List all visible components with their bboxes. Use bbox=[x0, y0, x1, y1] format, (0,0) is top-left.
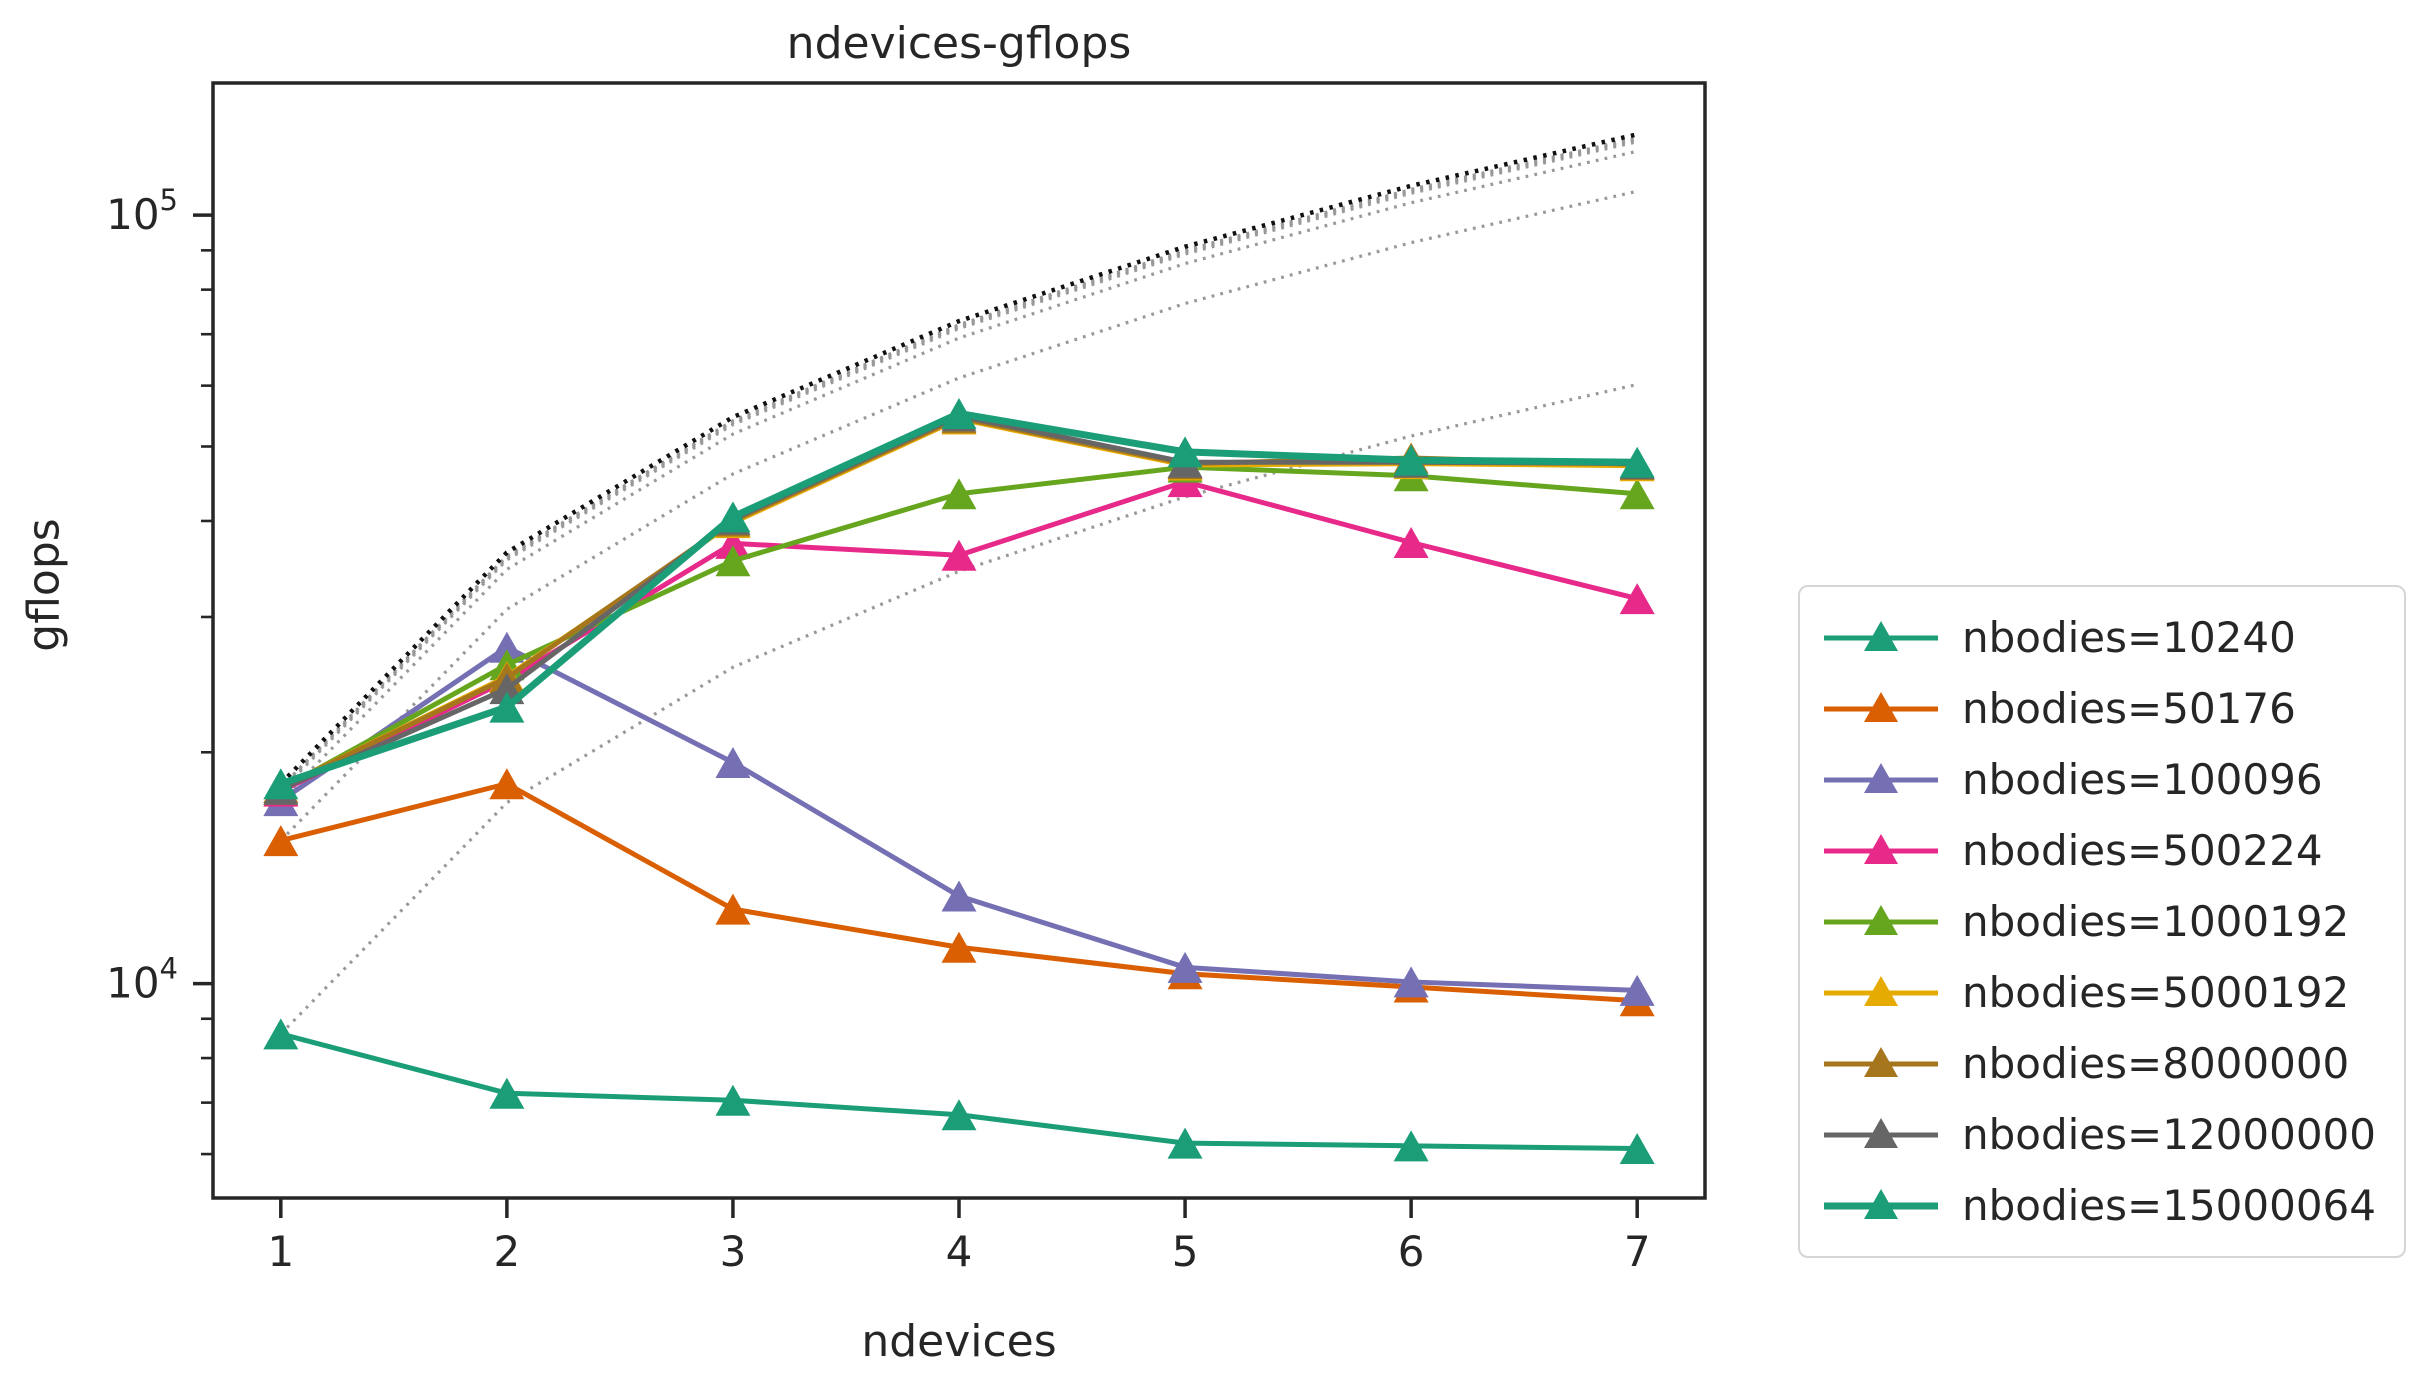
data-point-nbodies-1000192-x4 bbox=[941, 478, 977, 510]
legend-entry-nbodies-8000000: nbodies=8000000 bbox=[1822, 1028, 2404, 1099]
data-point-nbodies-100096-x3 bbox=[715, 746, 751, 778]
legend-label: nbodies=500224 bbox=[1962, 826, 2323, 875]
data-point-nbodies-10240-x3 bbox=[715, 1084, 751, 1116]
legend-entry-nbodies-500224: nbodies=500224 bbox=[1822, 815, 2404, 886]
legend-label: nbodies=10240 bbox=[1962, 613, 2296, 662]
legend-entry-nbodies-12000000: nbodies=12000000 bbox=[1822, 1099, 2404, 1170]
data-point-nbodies-500224-x6 bbox=[1393, 527, 1429, 559]
series-line-nbodies-5000192 bbox=[279, 416, 1638, 790]
data-point-nbodies-100096-x4 bbox=[941, 880, 977, 912]
x-tick-label-2: 2 bbox=[494, 1227, 521, 1276]
ideal-scaling-line-8 bbox=[279, 132, 1638, 786]
legend-marker-icon bbox=[1824, 904, 1938, 935]
data-point-nbodies-15000064-x5 bbox=[1167, 436, 1203, 468]
legend-marker-icon bbox=[1824, 620, 1938, 651]
x-tick-label-3: 3 bbox=[720, 1227, 747, 1276]
y-tick-label-10000: 104 bbox=[106, 952, 178, 1008]
legend-entry-nbodies-5000192: nbodies=5000192 bbox=[1822, 957, 2404, 1028]
data-point-nbodies-100096-x2 bbox=[489, 631, 525, 663]
y-axis-label: gflops bbox=[18, 518, 70, 652]
data-point-nbodies-100096-x7 bbox=[1619, 974, 1655, 1006]
legend-entry-nbodies-1000192: nbodies=1000192 bbox=[1822, 886, 2404, 957]
legend-label: nbodies=15000064 bbox=[1962, 1181, 2376, 1230]
data-point-nbodies-100096-x5 bbox=[1167, 951, 1203, 983]
data-point-nbodies-15000064-x2 bbox=[489, 691, 525, 723]
legend-label: nbodies=8000000 bbox=[1962, 1039, 2350, 1088]
series-line-nbodies-15000064 bbox=[279, 409, 1638, 788]
data-point-nbodies-50176-x3 bbox=[715, 893, 751, 925]
data-point-nbodies-10240-x6 bbox=[1393, 1130, 1429, 1162]
series-line-nbodies-10240 bbox=[280, 1031, 1638, 1152]
series-line-nbodies-8000000 bbox=[279, 415, 1638, 790]
data-point-nbodies-15000064-x7 bbox=[1619, 446, 1655, 478]
legend-marker-icon bbox=[1824, 1188, 1938, 1219]
data-point-nbodies-500224-x3 bbox=[715, 527, 751, 559]
data-point-nbodies-15000064-x3 bbox=[715, 501, 751, 533]
y-tick-label-100000: 105 bbox=[106, 183, 178, 239]
data-point-nbodies-15000064-x1 bbox=[263, 768, 299, 800]
series-line-nbodies-12000000 bbox=[279, 413, 1638, 792]
x-tick-label-7: 7 bbox=[1624, 1227, 1651, 1276]
legend-marker-icon bbox=[1824, 833, 1938, 864]
data-point-nbodies-10240-x4 bbox=[941, 1099, 977, 1131]
legend-label: nbodies=50176 bbox=[1962, 684, 2296, 733]
series-line-nbodies-1000192 bbox=[279, 464, 1638, 792]
data-point-nbodies-10240-x5 bbox=[1167, 1127, 1203, 1159]
data-point-nbodies-15000064-x6 bbox=[1393, 444, 1429, 476]
legend-entry-nbodies-10240: nbodies=10240 bbox=[1822, 602, 2404, 673]
data-point-nbodies-50176-x2 bbox=[489, 768, 525, 800]
x-tick-label-5: 5 bbox=[1172, 1227, 1199, 1276]
data-point-nbodies-1000192-x3 bbox=[715, 545, 751, 577]
legend-label: nbodies=1000192 bbox=[1962, 897, 2350, 946]
data-point-nbodies-500224-x7 bbox=[1619, 583, 1655, 615]
data-point-nbodies-10240-x2 bbox=[489, 1077, 525, 1109]
data-point-nbodies-1000192-x7 bbox=[1619, 478, 1655, 510]
legend-label: nbodies=5000192 bbox=[1962, 968, 2350, 1017]
data-point-nbodies-10240-x1 bbox=[263, 1018, 299, 1050]
data-point-nbodies-10240-x7 bbox=[1619, 1133, 1655, 1165]
legend-label: nbodies=100096 bbox=[1962, 755, 2323, 804]
legend-marker-icon bbox=[1824, 975, 1938, 1006]
legend: nbodies=10240 nbodies=50176 nbodies=100096… bbox=[1798, 585, 2406, 1258]
data-point-nbodies-50176-x4 bbox=[941, 931, 977, 963]
data-point-nbodies-15000064-x4 bbox=[941, 397, 977, 429]
series-line-nbodies-500224 bbox=[279, 479, 1638, 794]
data-point-nbodies-50176-x1 bbox=[263, 825, 299, 857]
legend-entry-nbodies-100096: nbodies=100096 bbox=[1822, 744, 2404, 815]
legend-marker-icon bbox=[1824, 691, 1938, 722]
data-point-nbodies-500224-x4 bbox=[941, 539, 977, 571]
chart-title: ndevices-gflops bbox=[786, 18, 1132, 69]
x-axis-label: ndevices bbox=[861, 1316, 1057, 1367]
plot-border bbox=[211, 81, 1707, 1200]
data-point-nbodies-100096-x6 bbox=[1393, 966, 1429, 998]
ideal-scaling-line-1 bbox=[279, 189, 1638, 842]
legend-entry-nbodies-15000064: nbodies=15000064 bbox=[1822, 1170, 2404, 1241]
legend-entry-nbodies-50176: nbodies=50176 bbox=[1822, 673, 2404, 744]
legend-marker-icon bbox=[1824, 1046, 1938, 1077]
x-tick-label-1: 1 bbox=[267, 1227, 294, 1276]
legend-marker-icon bbox=[1824, 762, 1938, 793]
x-tick-label-4: 4 bbox=[946, 1227, 973, 1276]
x-tick-label-6: 6 bbox=[1398, 1227, 1425, 1276]
legend-label: nbodies=12000000 bbox=[1962, 1110, 2376, 1159]
legend-marker-icon bbox=[1824, 1117, 1938, 1148]
